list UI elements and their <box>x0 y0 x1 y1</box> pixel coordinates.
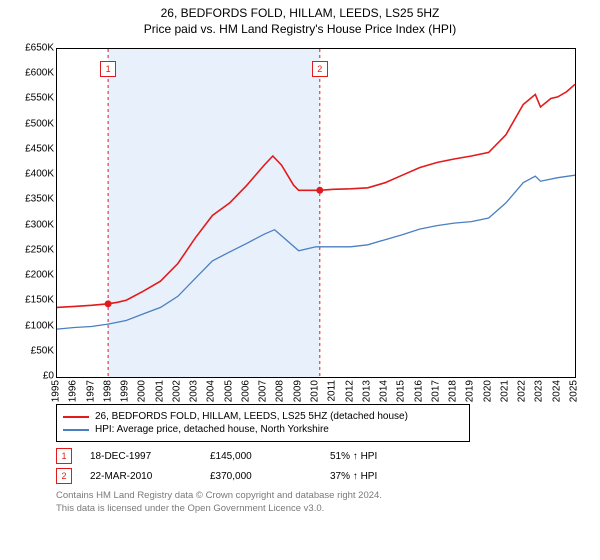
legend-item-2: HPI: Average price, detached house, Nort… <box>63 424 463 435</box>
y-tick-label: £50K <box>14 345 54 356</box>
x-tick-label: 2019 <box>465 380 476 402</box>
transaction-date-2: 22-MAR-2010 <box>90 471 210 482</box>
x-tick-label: 2001 <box>154 380 165 402</box>
transaction-price-2: £370,000 <box>210 471 330 482</box>
x-tick-label: 2000 <box>137 380 148 402</box>
x-tick-label: 2010 <box>310 380 321 402</box>
transaction-row-1: 1 18-DEC-1997 £145,000 51% ↑ HPI <box>56 448 588 464</box>
plot-region <box>56 48 576 378</box>
legend: 26, BEDFORDS FOLD, HILLAM, LEEDS, LS25 5… <box>56 404 470 442</box>
y-tick-label: £450K <box>14 143 54 154</box>
y-tick-label: £150K <box>14 295 54 306</box>
x-tick-label: 2016 <box>413 380 424 402</box>
y-tick-label: £550K <box>14 93 54 104</box>
footer: Contains HM Land Registry data © Crown c… <box>56 490 588 516</box>
x-tick-label: 2009 <box>292 380 303 402</box>
footer-line2: This data is licensed under the Open Gov… <box>56 503 588 516</box>
x-tick-label: 2020 <box>482 380 493 402</box>
transaction-date-1: 18-DEC-1997 <box>90 451 210 462</box>
x-tick-label: 2002 <box>171 380 182 402</box>
legend-swatch-1 <box>63 416 89 418</box>
x-tick-label: 2004 <box>206 380 217 402</box>
chart-svg <box>57 49 575 377</box>
chart-area: £0 £50K £100K £150K £200K £250K £300K £350K £400… <box>12 40 588 400</box>
x-tick-label: 2025 <box>569 380 580 402</box>
x-tick-label: 1998 <box>102 380 113 402</box>
y-tick-label: £250K <box>14 244 54 255</box>
y-tick-label: £500K <box>14 118 54 129</box>
y-tick-label: £600K <box>14 68 54 79</box>
y-tick-label: £300K <box>14 219 54 230</box>
y-tick-label: £350K <box>14 194 54 205</box>
transaction-marker-2: 2 <box>56 468 72 484</box>
legend-label-2: HPI: Average price, detached house, Nort… <box>95 424 329 435</box>
x-tick-label: 2021 <box>499 380 510 402</box>
y-tick-label: £200K <box>14 270 54 281</box>
transaction-delta-2: 37% ↑ HPI <box>330 471 450 482</box>
transaction-delta-1: 51% ↑ HPI <box>330 451 450 462</box>
y-tick-label: £400K <box>14 169 54 180</box>
x-tick-label: 2011 <box>327 380 338 402</box>
x-tick-label: 2023 <box>534 380 545 402</box>
legend-item-1: 26, BEDFORDS FOLD, HILLAM, LEEDS, LS25 5… <box>63 411 463 422</box>
chart-title: 26, BEDFORDS FOLD, HILLAM, LEEDS, LS25 5… <box>12 6 588 36</box>
title-line1: 26, BEDFORDS FOLD, HILLAM, LEEDS, LS25 5… <box>12 6 588 20</box>
y-tick-label: £0 <box>14 371 54 382</box>
y-tick-label: £650K <box>14 43 54 54</box>
chart-marker-box: 1 <box>100 61 116 77</box>
x-tick-label: 2018 <box>448 380 459 402</box>
transaction-marker-1: 1 <box>56 448 72 464</box>
x-tick-label: 2017 <box>430 380 441 402</box>
x-tick-label: 1995 <box>51 380 62 402</box>
x-tick-label: 2015 <box>396 380 407 402</box>
legend-label-1: 26, BEDFORDS FOLD, HILLAM, LEEDS, LS25 5… <box>95 411 408 422</box>
x-tick-label: 2013 <box>361 380 372 402</box>
x-tick-label: 2005 <box>223 380 234 402</box>
x-tick-label: 2012 <box>344 380 355 402</box>
transaction-price-1: £145,000 <box>210 451 330 462</box>
legend-swatch-2 <box>63 429 89 431</box>
x-tick-label: 2003 <box>189 380 200 402</box>
x-tick-label: 2014 <box>379 380 390 402</box>
chart-marker-box: 2 <box>312 61 328 77</box>
transaction-row-2: 2 22-MAR-2010 £370,000 37% ↑ HPI <box>56 468 588 484</box>
x-tick-label: 2008 <box>275 380 286 402</box>
title-line2: Price paid vs. HM Land Registry's House … <box>12 22 588 36</box>
x-tick-label: 1997 <box>85 380 96 402</box>
x-tick-label: 1999 <box>120 380 131 402</box>
x-tick-label: 2022 <box>517 380 528 402</box>
y-tick-label: £100K <box>14 320 54 331</box>
x-tick-label: 1996 <box>68 380 79 402</box>
x-tick-label: 2024 <box>551 380 562 402</box>
x-tick-label: 2006 <box>240 380 251 402</box>
footer-line1: Contains HM Land Registry data © Crown c… <box>56 490 588 503</box>
x-tick-label: 2007 <box>258 380 269 402</box>
